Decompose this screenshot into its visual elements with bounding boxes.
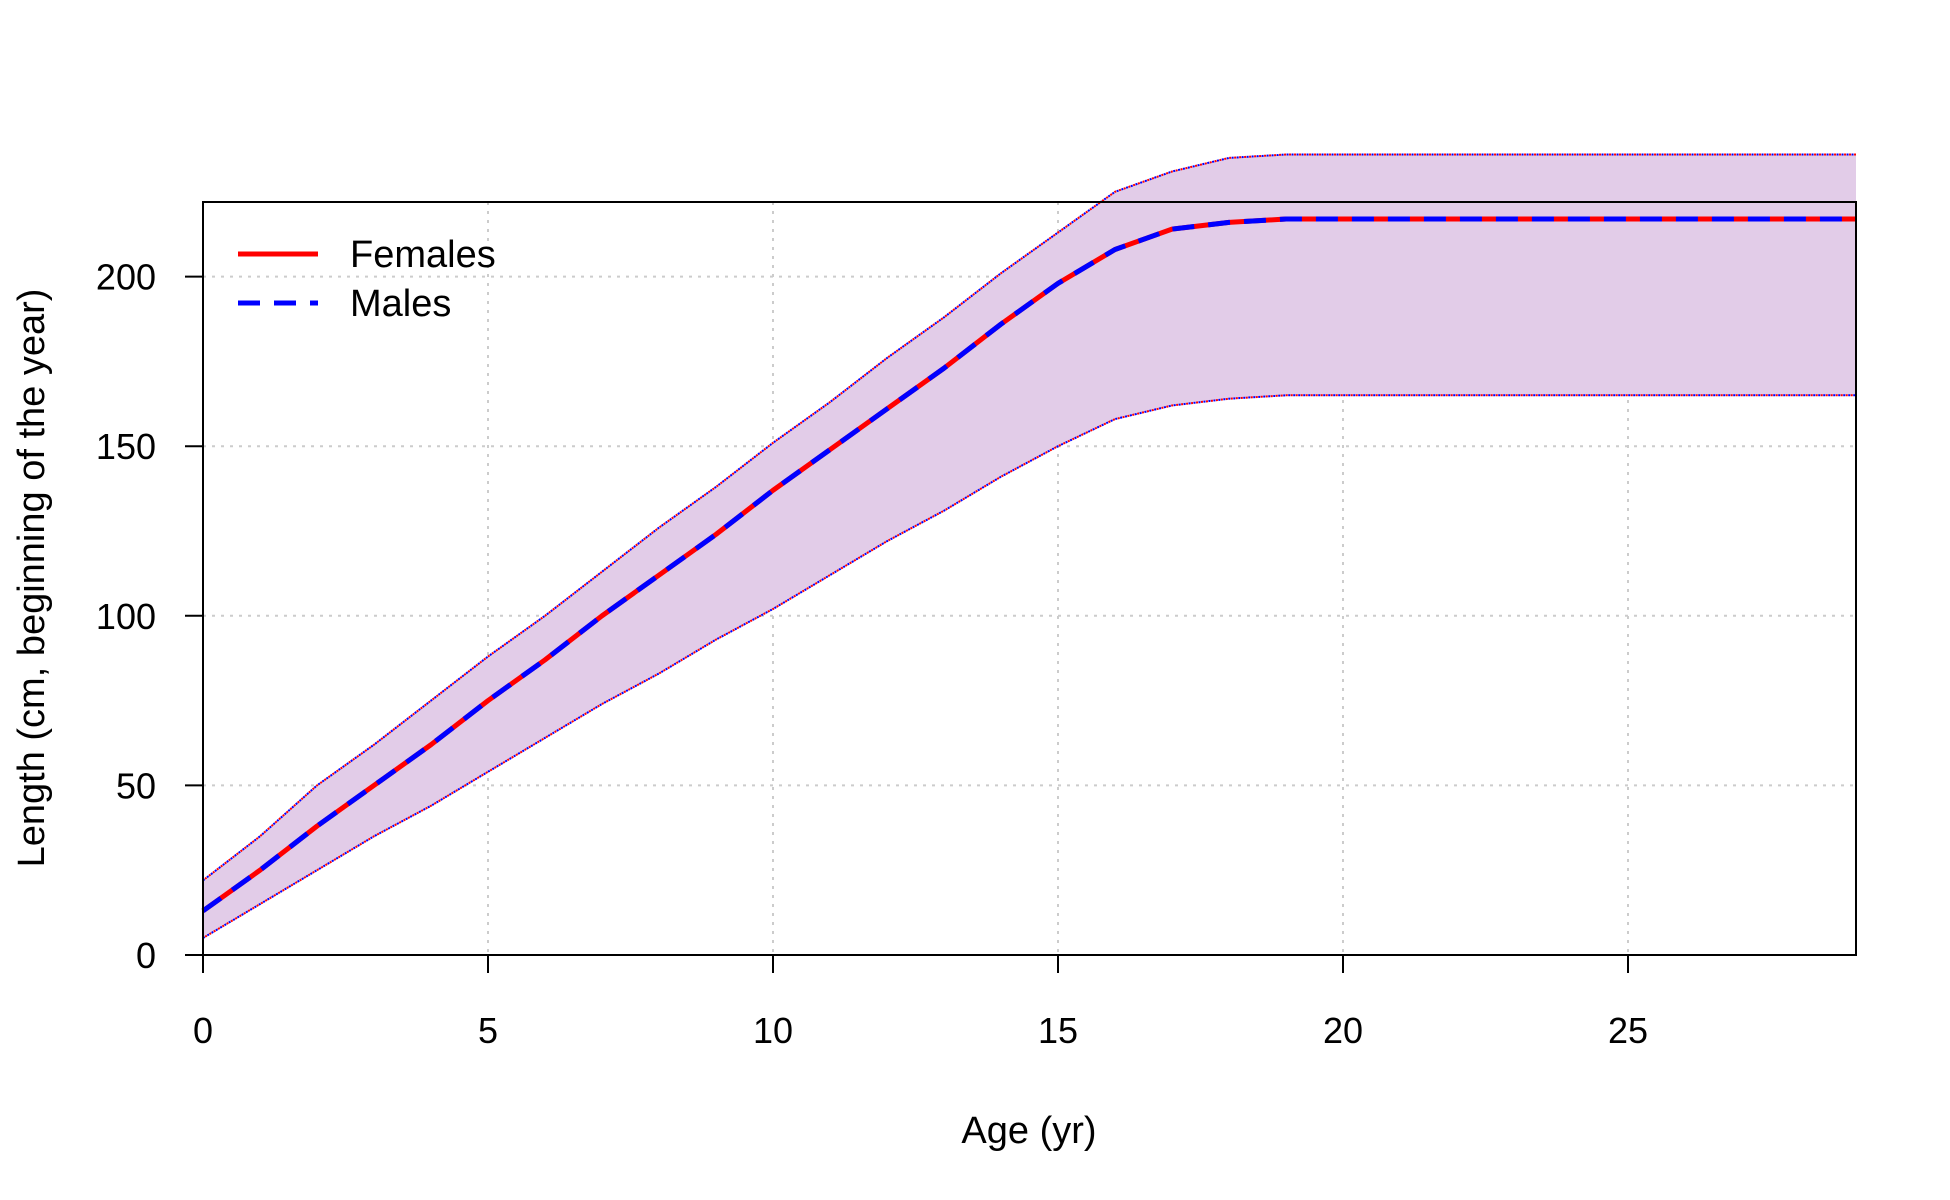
legend-label-1: Males — [350, 283, 451, 325]
x-tick-label: 20 — [1323, 1010, 1363, 1051]
band-lower-line — [202, 394, 1856, 939]
x-tick-label: 25 — [1608, 1010, 1648, 1051]
length-range-band — [202, 153, 1856, 939]
y-tick-label: 50 — [116, 765, 156, 806]
series-line-1 — [201, 216, 1856, 913]
x-tick-label: 10 — [753, 1010, 793, 1051]
series-lines — [201, 216, 1856, 913]
band-fill — [203, 154, 1856, 939]
legend: Females Males — [238, 234, 496, 325]
x-axis-label: Age (yr) — [961, 1110, 1096, 1152]
band-lower-line-overlay — [202, 394, 1856, 939]
band-upper-line-overlay — [202, 153, 1856, 882]
y-tick-label: 0 — [136, 935, 156, 976]
y-tick-label: 150 — [96, 426, 156, 467]
x-tick-label: 5 — [478, 1010, 498, 1051]
x-tick-label: 0 — [193, 1010, 213, 1051]
x-axis: 0 5 10 15 20 25 — [193, 954, 1648, 1051]
y-axis: 0 50 100 150 200 — [96, 257, 204, 976]
band-upper-line — [202, 153, 1856, 882]
y-tick-label: 200 — [96, 257, 156, 298]
legend-label-0: Females — [350, 234, 496, 276]
x-tick-label: 15 — [1038, 1010, 1078, 1051]
y-tick-label: 100 — [96, 596, 156, 637]
y-axis-label: Length (cm, beginning of the year) — [11, 289, 53, 868]
